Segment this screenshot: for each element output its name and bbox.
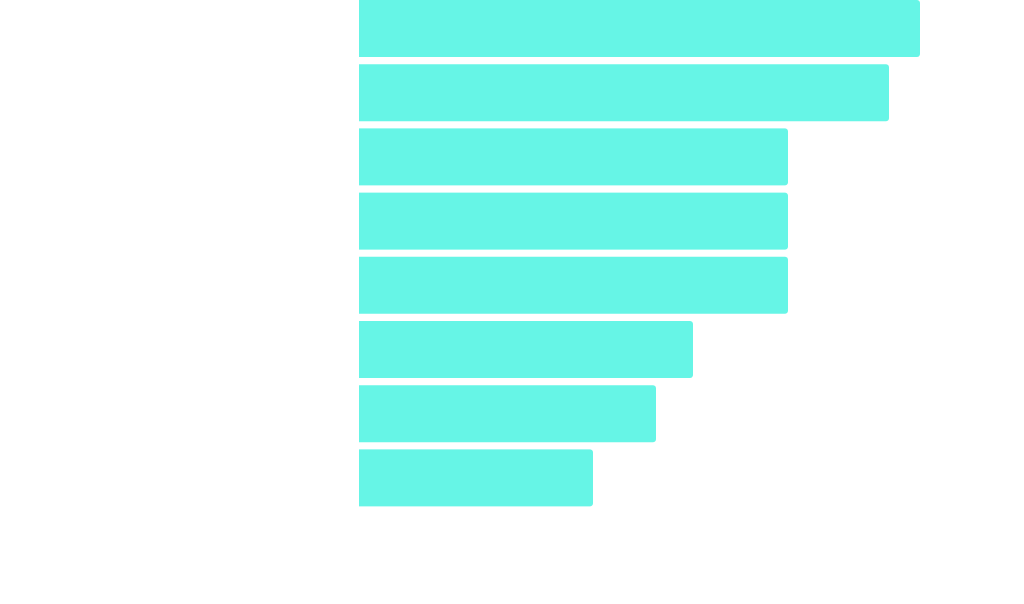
bar [359, 385, 656, 443]
bar [359, 128, 788, 186]
bar [359, 256, 788, 314]
bars [359, 0, 920, 507]
bar [359, 192, 788, 250]
bar [359, 0, 920, 57]
bar [359, 64, 889, 122]
bar [359, 321, 693, 378]
bar [359, 449, 593, 507]
